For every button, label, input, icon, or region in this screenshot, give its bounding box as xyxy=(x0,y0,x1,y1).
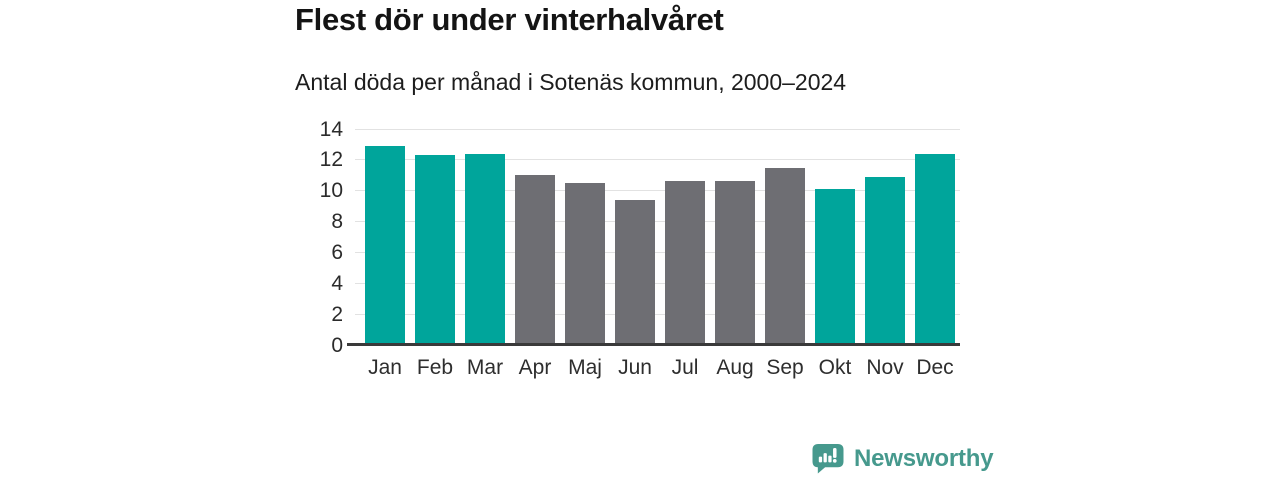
gridline-6 xyxy=(355,251,960,253)
bar-aug xyxy=(715,181,755,345)
gridline-12 xyxy=(355,159,960,161)
y-tick-label-4: 4 xyxy=(331,271,343,295)
chart-subtitle: Antal döda per månad i Sotenäs kommun, 2… xyxy=(295,69,847,95)
gridline-8 xyxy=(355,221,960,223)
gridline-2 xyxy=(355,313,960,315)
y-tick-label-8: 8 xyxy=(331,210,343,234)
x-tick-label-nov: Nov xyxy=(866,356,904,379)
bar-mar xyxy=(465,153,505,345)
bar-dec xyxy=(915,153,955,345)
bar-apr xyxy=(515,175,555,345)
newsworthy-logo: Newsworthy xyxy=(811,443,994,474)
bar-nov xyxy=(865,176,905,345)
y-tick-label-6: 6 xyxy=(331,240,343,264)
x-tick-label-feb: Feb xyxy=(416,356,454,379)
y-tick-label-2: 2 xyxy=(331,302,343,326)
plot-area: 0 2 4 6 8 10 12 14 Jan Feb Mar Apr Maj Jun Jul Aug Sep Ok… xyxy=(320,119,960,379)
x-tick-label-okt: Okt xyxy=(818,356,852,379)
x-tick-label-maj: Maj xyxy=(568,356,602,379)
y-tick-label-10: 10 xyxy=(319,179,343,203)
x-tick-label-jan: Jan xyxy=(368,356,402,379)
gridline-4 xyxy=(355,282,960,284)
x-tick-label-apr: Apr xyxy=(518,356,552,379)
newsworthy-wordmark: Newsworthy xyxy=(854,444,994,472)
gridline-10 xyxy=(355,190,960,192)
x-tick-label-aug: Aug xyxy=(716,356,754,379)
x-tick-label-sep: Sep xyxy=(766,356,804,379)
bar-jul xyxy=(665,181,705,345)
newsworthy-bubble-chart-icon xyxy=(812,443,844,474)
x-tick-label-dec: Dec xyxy=(916,356,954,379)
bar-jan xyxy=(365,145,405,345)
gridline-14 xyxy=(355,128,960,130)
bar-feb xyxy=(415,155,455,345)
x-tick-label-jun: Jun xyxy=(618,356,652,379)
y-tick-label-14: 14 xyxy=(319,117,343,141)
bar-maj xyxy=(565,183,605,345)
x-axis-line xyxy=(347,343,960,346)
bar-sep xyxy=(765,167,805,345)
bar-okt xyxy=(815,189,855,345)
bar-jun xyxy=(615,199,655,345)
x-tick-label-mar: Mar xyxy=(466,356,504,379)
x-tick-label-jul: Jul xyxy=(671,356,699,379)
chart-title: Flest dör under vinterhalvåret xyxy=(295,2,724,37)
y-tick-label-12: 12 xyxy=(319,148,343,172)
y-tick-label-0: 0 xyxy=(331,333,343,357)
